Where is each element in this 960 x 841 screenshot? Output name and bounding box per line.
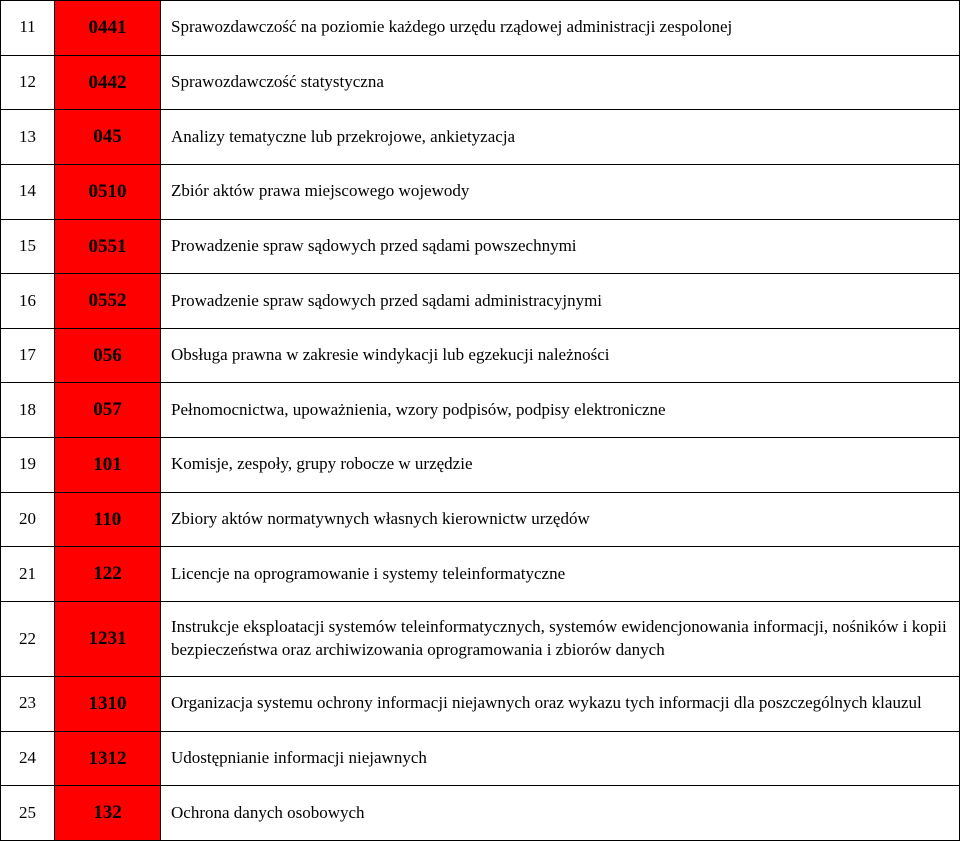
row-number: 16 — [1, 274, 55, 329]
row-number: 25 — [1, 786, 55, 841]
row-number: 12 — [1, 55, 55, 110]
row-number: 11 — [1, 1, 55, 56]
table-row: 17 056 Obsługa prawna w zakresie windyka… — [1, 328, 960, 383]
row-description: Obsługa prawna w zakresie windykacji lub… — [161, 328, 960, 383]
row-description: Zbiór aktów prawa miejscowego wojewody — [161, 164, 960, 219]
table-row: 19 101 Komisje, zespoły, grupy robocze w… — [1, 438, 960, 493]
classification-table: 11 0441 Sprawozdawczość na poziomie każd… — [0, 0, 960, 841]
row-number: 21 — [1, 547, 55, 602]
row-description: Pełnomocnictwa, upoważnienia, wzory podp… — [161, 383, 960, 438]
row-description: Prowadzenie spraw sądowych przed sądami … — [161, 274, 960, 329]
row-number: 24 — [1, 731, 55, 786]
row-description: Udostępnianie informacji niejawnych — [161, 731, 960, 786]
table-body: 11 0441 Sprawozdawczość na poziomie każd… — [1, 1, 960, 841]
row-description: Komisje, zespoły, grupy robocze w urzędz… — [161, 438, 960, 493]
row-code: 132 — [55, 786, 161, 841]
table-row: 18 057 Pełnomocnictwa, upoważnienia, wzo… — [1, 383, 960, 438]
row-description: Zbiory aktów normatywnych własnych kiero… — [161, 492, 960, 547]
row-code: 0510 — [55, 164, 161, 219]
row-number: 18 — [1, 383, 55, 438]
row-code: 0441 — [55, 1, 161, 56]
row-description: Sprawozdawczość na poziomie każdego urzę… — [161, 1, 960, 56]
row-code: 057 — [55, 383, 161, 438]
row-number: 15 — [1, 219, 55, 274]
row-code: 101 — [55, 438, 161, 493]
row-description: Ochrona danych osobowych — [161, 786, 960, 841]
row-code: 1312 — [55, 731, 161, 786]
row-description: Instrukcje eksploatacji systemów teleinf… — [161, 602, 960, 677]
table-row: 15 0551 Prowadzenie spraw sądowych przed… — [1, 219, 960, 274]
row-number: 23 — [1, 676, 55, 731]
row-description: Licencje na oprogramowanie i systemy tel… — [161, 547, 960, 602]
row-number: 22 — [1, 602, 55, 677]
row-code: 045 — [55, 110, 161, 165]
row-code: 0442 — [55, 55, 161, 110]
table-row: 24 1312 Udostępnianie informacji niejawn… — [1, 731, 960, 786]
table-row: 13 045 Analizy tematyczne lub przekrojow… — [1, 110, 960, 165]
row-number: 17 — [1, 328, 55, 383]
table-row: 12 0442 Sprawozdawczość statystyczna — [1, 55, 960, 110]
row-code: 1231 — [55, 602, 161, 677]
row-code: 122 — [55, 547, 161, 602]
table-row: 21 122 Licencje na oprogramowanie i syst… — [1, 547, 960, 602]
table-row: 16 0552 Prowadzenie spraw sądowych przed… — [1, 274, 960, 329]
table-row: 23 1310 Organizacja systemu ochrony info… — [1, 676, 960, 731]
row-description: Sprawozdawczość statystyczna — [161, 55, 960, 110]
row-code: 0551 — [55, 219, 161, 274]
table-row: 11 0441 Sprawozdawczość na poziomie każd… — [1, 1, 960, 56]
table-row: 14 0510 Zbiór aktów prawa miejscowego wo… — [1, 164, 960, 219]
row-number: 20 — [1, 492, 55, 547]
row-number: 19 — [1, 438, 55, 493]
row-code: 056 — [55, 328, 161, 383]
row-code: 110 — [55, 492, 161, 547]
table-row: 25 132 Ochrona danych osobowych — [1, 786, 960, 841]
row-number: 14 — [1, 164, 55, 219]
row-code: 0552 — [55, 274, 161, 329]
row-description: Organizacja systemu ochrony informacji n… — [161, 676, 960, 731]
row-description: Prowadzenie spraw sądowych przed sądami … — [161, 219, 960, 274]
table-row: 22 1231 Instrukcje eksploatacji systemów… — [1, 602, 960, 677]
row-description: Analizy tematyczne lub przekrojowe, anki… — [161, 110, 960, 165]
table-row: 20 110 Zbiory aktów normatywnych własnyc… — [1, 492, 960, 547]
row-number: 13 — [1, 110, 55, 165]
row-code: 1310 — [55, 676, 161, 731]
